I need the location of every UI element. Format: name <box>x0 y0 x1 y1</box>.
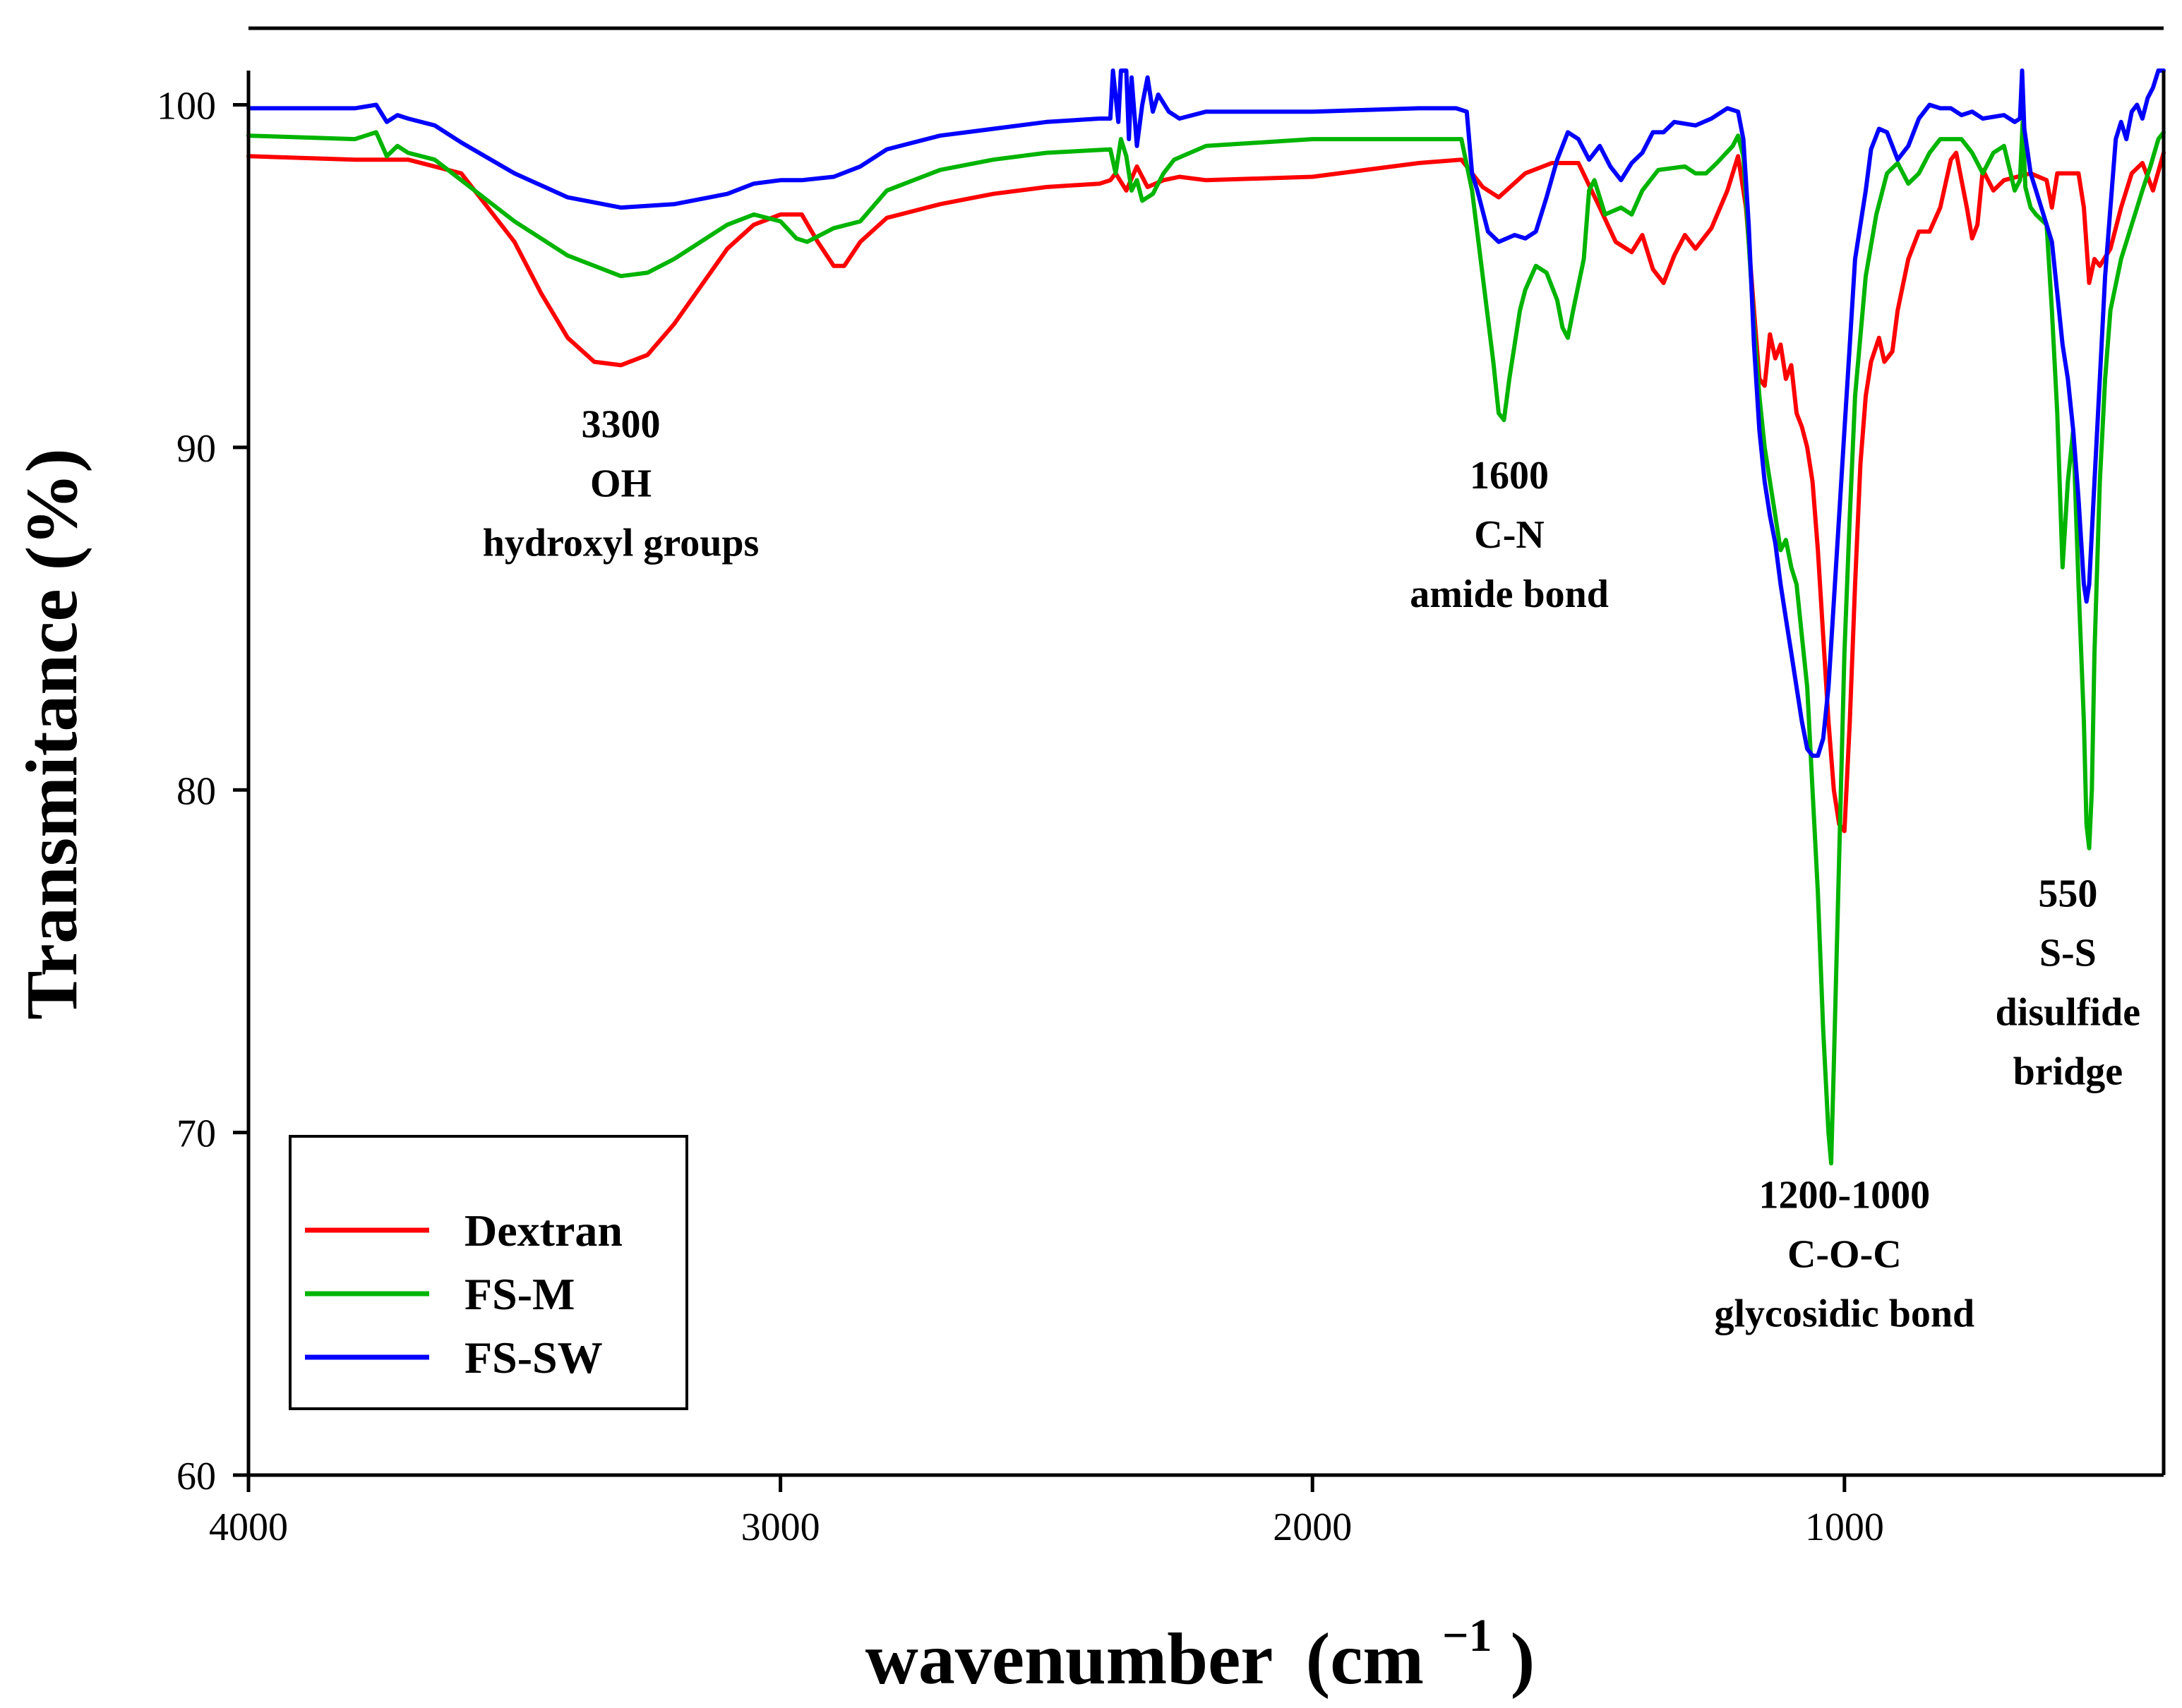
annotation-1200-1000-line: 1200-1000 <box>1759 1173 1931 1217</box>
ticks-group: 60 70 80 90 100 4000 3000 2000 1000 <box>157 85 1884 1549</box>
annotation-1200-1000-line: C-O-C <box>1787 1232 1902 1276</box>
annotation-1600-line: 1600 <box>1470 454 1549 498</box>
x-tick-label: 4000 <box>209 1505 288 1549</box>
series-line-fs-sw <box>246 68 2166 758</box>
x-axis-title-main: wavenumber <box>865 1618 1272 1700</box>
annotation-1200-1000-line: glycosidic bond <box>1714 1292 1974 1335</box>
legend-box <box>289 1135 688 1410</box>
annotation-550-line: bridge <box>2013 1050 2123 1093</box>
series-group <box>246 68 2166 1166</box>
legend: Dextran FS-M FS-SW <box>289 1135 688 1410</box>
annotation-550-line: S-S <box>2039 931 2097 975</box>
x-tick-label: 3000 <box>741 1505 820 1549</box>
annotation-3300-line: 3300 <box>582 402 661 446</box>
y-tick-label: 60 <box>176 1455 216 1498</box>
annotation-1600-line: amide bond <box>1410 572 1609 616</box>
x-tick-label: 1000 <box>1805 1505 1884 1549</box>
annotation-group: 3300 OH hydroxyl groups 1600 C-N amide bond 12… <box>483 402 2140 1335</box>
y-tick-label: 100 <box>157 85 216 128</box>
x-axis-title-unit-close: ) <box>1511 1618 1535 1700</box>
series-line-fs-m <box>246 119 2166 1166</box>
annotation-3300-line: hydroxyl groups <box>483 521 760 565</box>
y-tick-label: 80 <box>176 769 216 813</box>
annotation-3300-line: OH <box>590 462 652 505</box>
x-axis-title: wavenumber (cm −1 ) <box>865 1586 1535 1700</box>
x-axis-title-unit-open: (cm <box>1306 1618 1424 1700</box>
y-tick-label: 70 <box>176 1112 216 1156</box>
annotation-550-line: disulfide <box>1996 990 2140 1034</box>
legend-label-dextran: Dextran <box>464 1205 623 1256</box>
legend-label-fs-sw: FS-SW <box>464 1333 603 1383</box>
legend-label-fs-m: FS-M <box>464 1269 575 1319</box>
x-tick-label: 2000 <box>1273 1505 1352 1549</box>
annotation-550-line: 550 <box>2038 872 2097 915</box>
x-axis-title-unit-sup: −1 <box>1442 1610 1492 1661</box>
y-tick-label: 90 <box>176 427 216 471</box>
annotation-1600-line: C-N <box>1474 513 1545 557</box>
y-axis-title: Transmitance (%) <box>11 448 92 1020</box>
